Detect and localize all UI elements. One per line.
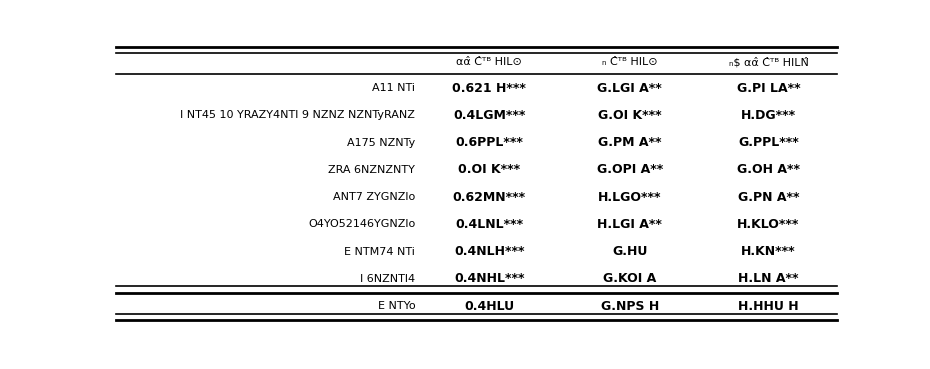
Text: G.OH A**: G.OH A** <box>737 163 800 176</box>
Text: H.KLO***: H.KLO*** <box>737 218 800 231</box>
Text: G.HU: G.HU <box>612 245 647 258</box>
Text: E NTYo: E NTYo <box>378 301 416 311</box>
Text: 0.621 H***: 0.621 H*** <box>452 82 526 94</box>
Text: 0.4LNL***: 0.4LNL*** <box>455 218 524 231</box>
Text: ZRA 6NZNZNTY: ZRA 6NZNZNTY <box>328 165 416 175</box>
Text: E NTM74 NTi: E NTM74 NTi <box>344 247 416 257</box>
Text: I NT45 10 YRAZY4NTl 9 NZNZ NZNTyRANZ: I NT45 10 YRAZY4NTl 9 NZNZ NZNTyRANZ <box>180 110 416 120</box>
Text: H.DG***: H.DG*** <box>741 109 796 122</box>
Text: G.PPL***: G.PPL*** <box>738 136 799 149</box>
Text: O4YO52146YGNZlo: O4YO52146YGNZlo <box>308 220 416 230</box>
Text: ₙ$ αα̂ Ĉᵀᴮ HILN̂: ₙ$ αα̂ Ĉᵀᴮ HILN̂ <box>728 57 808 68</box>
Text: 0.4NHL***: 0.4NHL*** <box>454 272 525 286</box>
Text: H.LGO***: H.LGO*** <box>598 191 661 204</box>
Text: G.PN A**: G.PN A** <box>737 191 799 204</box>
Text: A175 NZNTy: A175 NZNTy <box>347 138 416 148</box>
Text: G.OI K***: G.OI K*** <box>598 109 661 122</box>
Text: H.LGI A**: H.LGI A** <box>597 218 662 231</box>
Text: 0.OI K***: 0.OI K*** <box>458 163 520 176</box>
Text: G.OPI A**: G.OPI A** <box>597 163 663 176</box>
Text: ANT7 ZYGNZlo: ANT7 ZYGNZlo <box>333 192 416 202</box>
Text: G.LGI A**: G.LGI A** <box>597 82 662 94</box>
Text: 0.4HLU: 0.4HLU <box>464 300 514 313</box>
Text: H.KN***: H.KN*** <box>741 245 796 258</box>
Text: 0.6PPL***: 0.6PPL*** <box>456 136 524 149</box>
Text: αα̂ Ĉᵀᴮ HIL⊙: αα̂ Ĉᵀᴮ HIL⊙ <box>457 57 522 67</box>
Text: 0.62MN***: 0.62MN*** <box>453 191 525 204</box>
Text: H.HHU H: H.HHU H <box>738 300 799 313</box>
Text: 0.4LGM***: 0.4LGM*** <box>453 109 525 122</box>
Text: H.LN A**: H.LN A** <box>738 272 799 286</box>
Text: I 6NZNTl4: I 6NZNTl4 <box>360 274 416 284</box>
Text: G.NPS H: G.NPS H <box>601 300 659 313</box>
Text: 0.4NLH***: 0.4NLH*** <box>454 245 525 258</box>
Text: G.KOI A: G.KOI A <box>604 272 657 286</box>
Text: A11 NTi: A11 NTi <box>372 83 416 93</box>
Text: G.PM A**: G.PM A** <box>598 136 661 149</box>
Text: G.PI LA**: G.PI LA** <box>737 82 801 94</box>
Text: ₙ Ĉᵀᴮ HIL⊙: ₙ Ĉᵀᴮ HIL⊙ <box>602 57 658 67</box>
